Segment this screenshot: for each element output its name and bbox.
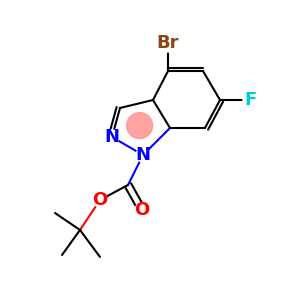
Circle shape	[243, 93, 257, 107]
Text: N: N	[104, 128, 119, 146]
Text: O: O	[92, 191, 108, 209]
Circle shape	[159, 34, 177, 52]
Text: F: F	[244, 91, 256, 109]
Text: O: O	[134, 201, 150, 219]
Circle shape	[93, 193, 107, 207]
Circle shape	[136, 148, 150, 162]
Circle shape	[135, 203, 149, 217]
Circle shape	[105, 130, 119, 144]
Text: N: N	[136, 146, 151, 164]
Circle shape	[127, 112, 153, 139]
Text: Br: Br	[157, 34, 179, 52]
